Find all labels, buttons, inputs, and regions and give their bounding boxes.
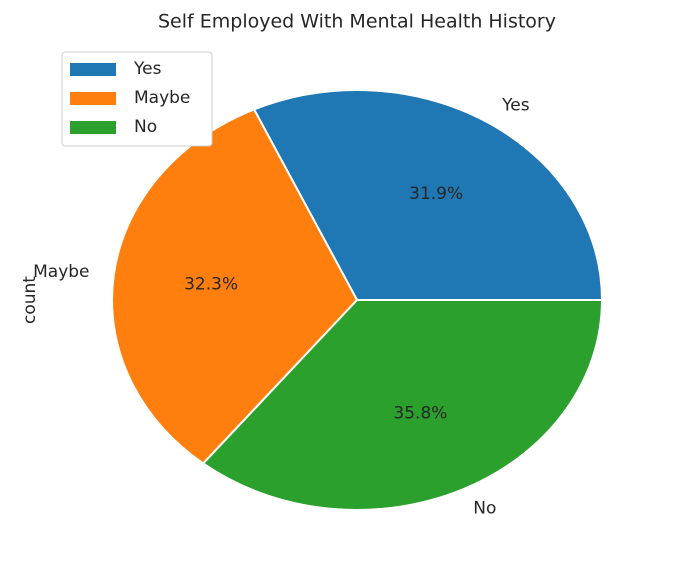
pie bbox=[111, 89, 604, 511]
legend-swatch bbox=[70, 92, 116, 105]
value-label: 31.9% bbox=[409, 184, 463, 204]
pie-slice bbox=[201, 299, 604, 511]
y-axis-label: count bbox=[20, 276, 40, 324]
legend-label: Yes bbox=[133, 59, 162, 79]
value-label: 35.8% bbox=[393, 404, 447, 424]
slice-label: Yes bbox=[501, 95, 530, 115]
pie-slice bbox=[252, 89, 604, 301]
legend-label: Maybe bbox=[134, 88, 190, 108]
slice-label: Maybe bbox=[33, 262, 89, 282]
legend-label: No bbox=[134, 117, 157, 137]
value-label: 32.3% bbox=[184, 275, 238, 295]
slice-label: No bbox=[473, 498, 496, 518]
legend: Yes Maybe No bbox=[61, 51, 213, 147]
legend-swatch bbox=[70, 121, 116, 134]
legend-swatch bbox=[70, 63, 116, 76]
chart-title: Self Employed With Mental Health History bbox=[158, 11, 556, 33]
